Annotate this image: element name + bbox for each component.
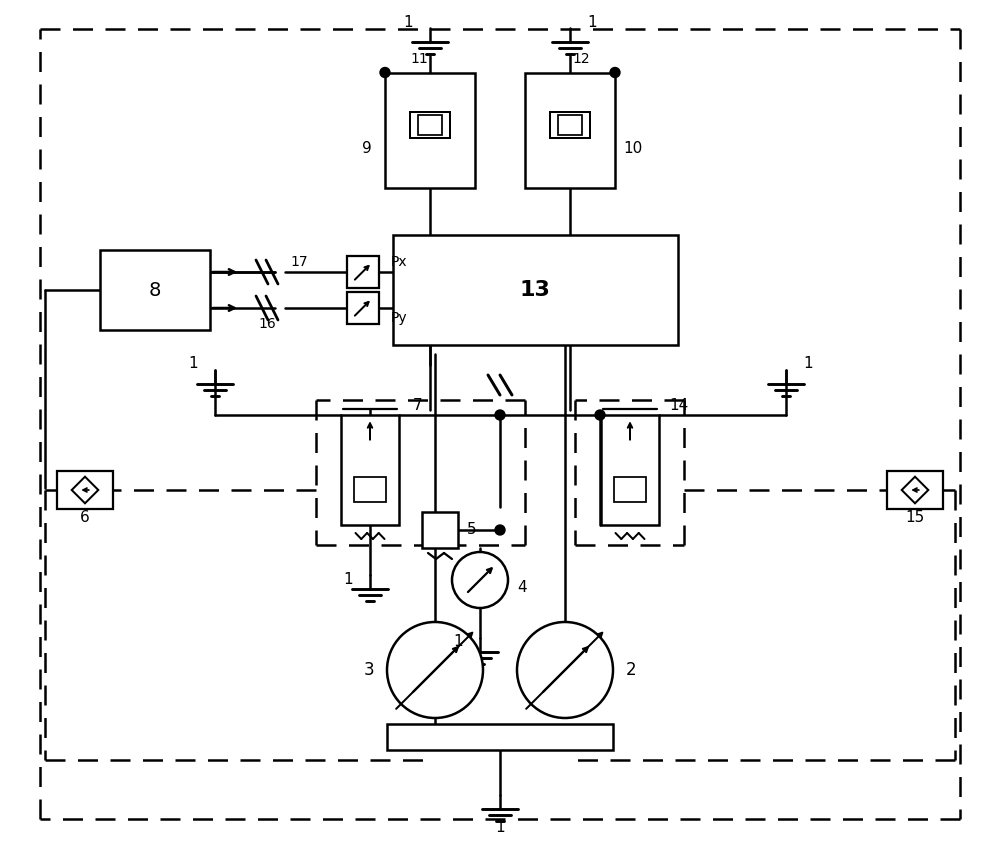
- Text: 1: 1: [403, 14, 413, 30]
- Bar: [525, 72, 615, 188]
- Circle shape: [452, 552, 508, 608]
- Circle shape: [380, 68, 390, 77]
- Polygon shape: [902, 476, 928, 503]
- Text: 4: 4: [517, 581, 527, 595]
- Bar: [418, 115, 442, 135]
- Circle shape: [517, 622, 613, 718]
- Text: 5: 5: [467, 522, 477, 537]
- Bar: [887, 471, 943, 509]
- Text: 7: 7: [413, 397, 423, 413]
- Text: 11: 11: [410, 52, 428, 65]
- Bar: [410, 112, 450, 138]
- Bar: [57, 471, 113, 509]
- Text: 8: 8: [149, 280, 161, 300]
- Text: 1: 1: [587, 14, 597, 30]
- Circle shape: [610, 68, 620, 77]
- Text: 17: 17: [290, 255, 308, 269]
- Text: 1: 1: [188, 356, 198, 370]
- Circle shape: [595, 410, 605, 420]
- Bar: [387, 724, 613, 750]
- Bar: [347, 256, 378, 288]
- Text: 1: 1: [343, 571, 353, 587]
- Text: 9: 9: [362, 140, 372, 155]
- Text: 6: 6: [80, 510, 90, 526]
- Text: 2: 2: [626, 661, 636, 679]
- Text: 1: 1: [495, 820, 505, 835]
- Text: Px: Px: [390, 255, 407, 269]
- Text: 1: 1: [453, 634, 463, 649]
- Bar: [550, 112, 590, 138]
- Bar: [601, 415, 659, 525]
- Bar: [558, 115, 582, 135]
- Bar: [100, 250, 210, 330]
- Text: 12: 12: [572, 52, 590, 65]
- Text: 13: 13: [520, 280, 550, 300]
- Text: 10: 10: [623, 140, 643, 155]
- Text: 3: 3: [364, 661, 374, 679]
- Bar: [341, 415, 399, 525]
- Circle shape: [495, 410, 505, 420]
- Text: Py: Py: [390, 311, 407, 325]
- Text: 15: 15: [905, 510, 925, 526]
- Bar: [385, 72, 475, 188]
- Bar: [347, 292, 378, 324]
- Text: 16: 16: [258, 317, 276, 331]
- Circle shape: [387, 622, 483, 718]
- Text: 14: 14: [669, 397, 688, 413]
- Polygon shape: [72, 476, 98, 503]
- Circle shape: [495, 525, 505, 535]
- Bar: [614, 477, 646, 502]
- Text: 1: 1: [803, 356, 813, 370]
- Bar: [392, 235, 678, 345]
- Bar: [354, 477, 386, 502]
- Bar: [422, 512, 458, 548]
